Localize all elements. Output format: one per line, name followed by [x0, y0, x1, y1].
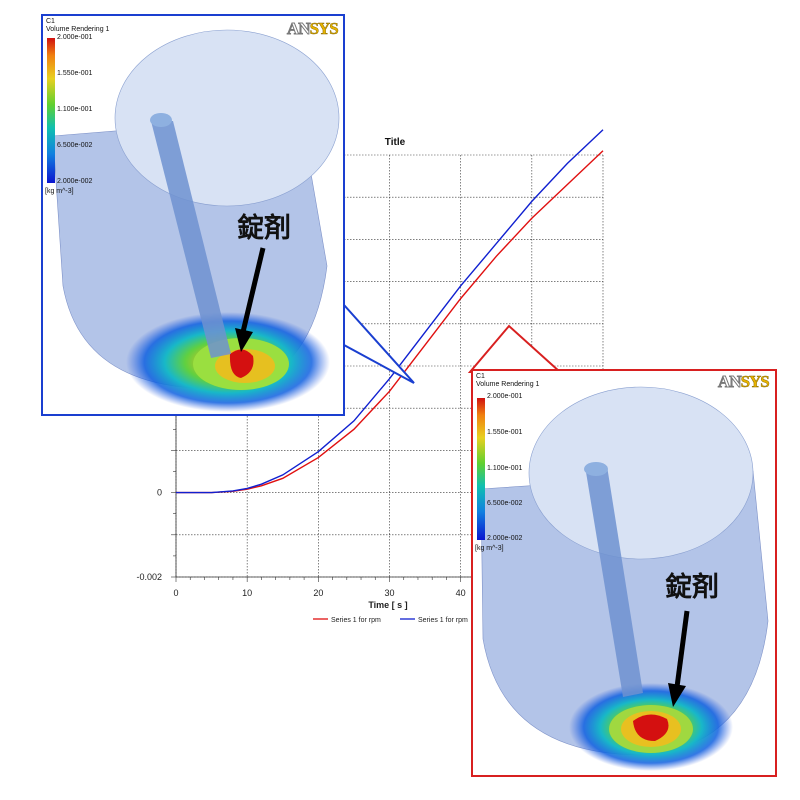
series-line-1	[176, 129, 604, 494]
x-axis-label: Time [ s ]	[368, 600, 407, 610]
colorbar-unit: [kg m^-3]	[45, 188, 74, 195]
y-tick-label: 0	[157, 488, 162, 498]
x-tick-label: 20	[313, 588, 323, 598]
arrow-shaft	[240, 247, 266, 333]
chart-title: Title	[385, 137, 406, 148]
tank-render	[52, 29, 340, 412]
legend-label-blue: Series 1 for rpm	[418, 617, 468, 624]
colorbar-unit: [kg m^-3]	[475, 545, 504, 552]
x-tick-label: 30	[384, 588, 394, 598]
x-tick-label: 10	[242, 588, 252, 598]
blue-callout-pointer	[343, 302, 415, 384]
colorbar	[47, 38, 55, 183]
inset-red: C1 Volume Rendering 1 2.000e-001 1.550e-…	[471, 369, 777, 777]
inset-blue: C1 Volume Rendering 1 2.000e-001 1.550e-…	[41, 14, 345, 416]
red-callout-pointer	[467, 324, 563, 373]
colorbar-tick: 1.100e-001	[487, 465, 523, 472]
colorbar-tick: 1.550e-001	[487, 429, 523, 436]
variable-label: C1	[46, 18, 55, 25]
x-tick-label: 40	[456, 588, 466, 598]
series-lines	[176, 129, 604, 494]
render-name: Volume Rendering 1	[476, 381, 540, 388]
x-tick-label: 0	[173, 588, 178, 598]
tank-render	[480, 386, 769, 771]
tablet-label: 錠剤	[665, 572, 719, 603]
colorbar-tick: 1.100e-001	[57, 106, 93, 113]
arrow-head	[668, 683, 686, 707]
colorbar-tick: 2.000e-002	[57, 178, 93, 185]
colorbar-tick: 2.000e-002	[487, 535, 523, 542]
render-name: Volume Rendering 1	[46, 26, 110, 33]
colorbar-tick: 2.000e-001	[487, 393, 523, 400]
ansys-logo: ANSYS	[718, 372, 770, 392]
colorbar	[477, 398, 485, 540]
variable-label: C1	[476, 373, 485, 380]
legend-label-red: Series 1 for rpm	[331, 617, 381, 624]
colorbar-tick: 6.500e-002	[57, 142, 93, 149]
tablet-label: 錠剤	[237, 213, 291, 244]
colorbar-tick: 1.550e-001	[57, 70, 93, 77]
colorbar-tick: 6.500e-002	[487, 500, 523, 507]
colorbar-tick: 2.000e-001	[57, 34, 93, 41]
arrow-head	[235, 328, 253, 352]
y-tick-label: -0.002	[136, 572, 162, 582]
chart-legend: Series 1 for rpm Series 1 for rpm	[313, 617, 468, 624]
arrow-shaft	[674, 610, 690, 688]
ansys-logo: ANSYS	[287, 19, 339, 39]
